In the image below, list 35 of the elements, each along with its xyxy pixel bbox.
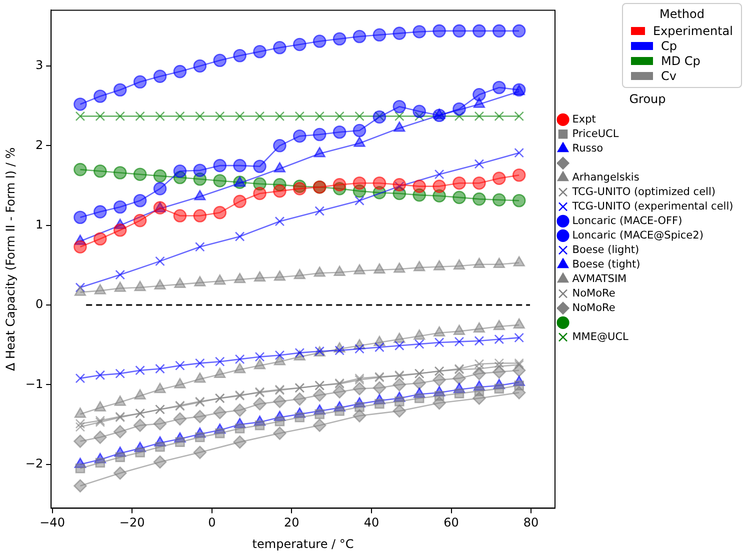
category-label: Cv <box>661 68 676 82</box>
legend-label: Loncaric (MACE@Spice2) <box>572 229 704 242</box>
legend-label: TCG-UNITO (optimized cell) <box>571 186 716 198</box>
x-tick-label: −20 <box>119 516 145 530</box>
legend-label: Expt <box>572 113 596 126</box>
legend-label: AVMATSIM <box>572 272 627 285</box>
legend-label: Loncaric (MACE-OFF) <box>572 214 682 227</box>
legend-label: MME@UCL <box>572 330 629 343</box>
x-tick-label: 40 <box>364 516 380 530</box>
legend-label: Arhangelskis <box>572 171 640 184</box>
y-tick-label: 0 <box>35 297 44 312</box>
x-tick-label: 0 <box>208 516 216 530</box>
legend-label: TCG-UNITO (experimental cell) <box>571 200 734 212</box>
x-tick-label: 60 <box>444 516 459 530</box>
legend-label: Russo <box>572 142 604 154</box>
y-tick-label: −2 <box>25 456 44 470</box>
category-label: Experimental <box>652 24 733 38</box>
legend-label: PriceUCL <box>572 128 619 140</box>
legend-label: Boese (light) <box>572 244 640 256</box>
y-tick-label: 1 <box>35 217 44 232</box>
category-label: MD Cp <box>661 54 700 68</box>
y-tick-label: 3 <box>35 58 44 72</box>
text: Method <box>658 7 706 21</box>
x-tick-label: 20 <box>284 516 300 530</box>
x-tick-label: −40 <box>40 516 65 530</box>
y-tick-label: 2 <box>35 138 44 152</box>
legend-label: Boese (tight) <box>572 258 640 270</box>
x-tick-label: 80 <box>523 516 539 530</box>
y-tick-label: −1 <box>25 376 44 391</box>
legend-label: NoMoRe <box>572 302 616 314</box>
category-label: Cp <box>661 38 677 52</box>
x-axis-title: temperature / °C <box>252 536 354 551</box>
legend-label: NoMoRe <box>572 287 616 300</box>
y-axis-title: Δ Heat Capacity (Form II - Form I) / % <box>3 147 18 372</box>
legend-title: Group <box>629 92 666 106</box>
